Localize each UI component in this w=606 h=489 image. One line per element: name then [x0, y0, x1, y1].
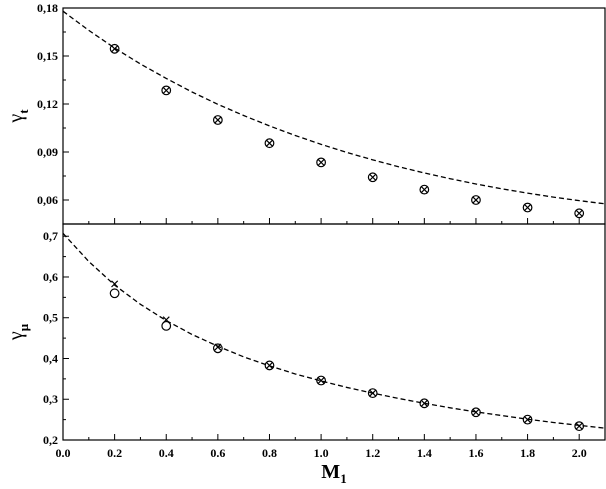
top-cross-point-1 [317, 158, 325, 166]
top-cross-stroke-b-2 [575, 209, 583, 217]
top-circle-point-2 [574, 208, 585, 219]
top-circle-point-0_6 [212, 115, 223, 125]
x-axis-subscript: 1 [340, 471, 347, 486]
top-panel: 0,06 0,09 0,12 0,15 0,18 [37, 1, 606, 225]
x-axis-label: M1 [321, 461, 346, 486]
x-axis-symbol: M [321, 461, 340, 483]
top-circle-point-1 [316, 157, 326, 168]
top-cross-point-0_4 [162, 86, 170, 94]
top-y-axis-subscript: t [16, 109, 31, 114]
bottom-circle-point-0_4 [161, 320, 172, 331]
bottom-circle-point-0_2 [109, 288, 120, 299]
top-y-tick-label-0_15: 0,15 [37, 49, 58, 63]
bottom-cross-point-0_6 [214, 343, 222, 351]
top-cross-stroke-b-0_6 [214, 116, 222, 124]
bottom-y-tick-label-0_5: 0,5 [43, 311, 58, 325]
top-cross-point-1_8 [524, 203, 532, 212]
top-circle-point-0_4 [161, 85, 172, 96]
bottom-x-tick-label-1: 1.0 [314, 446, 329, 460]
top-cross-stroke-b-1_8 [524, 203, 532, 212]
bottom-cross-stroke-b-0_2 [111, 280, 119, 288]
top-cross-stroke-b-1 [317, 158, 325, 166]
bottom-y-axis-label: γμ [5, 323, 31, 341]
top-cross-point-1_4 [420, 186, 428, 194]
top-cross-stroke-b-0_8 [265, 139, 274, 147]
top-y-tick-label-0_18: 0,18 [37, 1, 58, 15]
top-y-tick-label-0_06: 0,06 [37, 193, 58, 207]
bottom-y-axis-symbol: γ [5, 331, 27, 341]
top-y-tick-label-0_09: 0,09 [37, 145, 58, 159]
bottom-x-tick-label-0_4: 0.4 [159, 446, 174, 460]
bottom-x-tick-label-1_8: 1.8 [520, 446, 535, 460]
top-fit-curve [62, 10, 606, 205]
bottom-x-tick-label-0_6: 0.6 [210, 446, 225, 460]
top-cross-stroke-b-1_4 [420, 186, 428, 194]
bottom-x-tick-label-0_2: 0.2 [107, 446, 122, 460]
bottom-x-tick-label-1_4: 1.4 [417, 446, 432, 460]
bottom-y-tick-label-0_6: 0,6 [43, 270, 58, 284]
top-circle-point-0_2 [109, 43, 120, 54]
bottom-plot-frame [62, 223, 606, 441]
bottom-cross-point-2 [575, 422, 583, 430]
top-cross-point-2 [575, 209, 583, 217]
top-cross-point-0_6 [214, 116, 222, 124]
bottom-circle-point-1_4 [419, 398, 430, 409]
top-circle-point-1_4 [419, 184, 430, 195]
bottom-x-tick-label-0_8: 0.8 [262, 446, 277, 460]
top-circle-point-1_6 [471, 195, 481, 205]
bottom-y-tick-label-0_3: 0,3 [43, 392, 58, 406]
top-y-axis-label: γt [5, 109, 31, 124]
bottom-circle-point-0_8 [264, 360, 275, 371]
bottom-cross-stroke-b-0_6 [214, 343, 222, 351]
bottom-x-tick-label-1_2: 1.2 [365, 446, 380, 460]
bottom-circle-point-0_6 [212, 343, 223, 354]
bottom-fit-curve [62, 232, 606, 429]
bottom-panel: 0,2 0,3 0,4 0,5 0,6 0,7 0.0 0.2 0.4 0.6 0.8 1.0 1.2 1… [43, 223, 606, 460]
top-cross-point-0_8 [265, 139, 274, 147]
top-cross-stroke-b-1_6 [472, 196, 480, 204]
bottom-circle-point-1 [316, 375, 326, 386]
top-circle-point-1_2 [367, 172, 378, 183]
top-cross-stroke-b-0_2 [111, 45, 119, 53]
bottom-x-tick-label-1_6: 1.6 [468, 446, 483, 460]
bottom-cross-point-1 [317, 376, 325, 385]
bottom-cross-stroke-b-1 [317, 376, 325, 385]
bottom-cross-stroke-b-0_4 [162, 316, 170, 324]
bottom-x-tick-label-2: 2.0 [572, 446, 587, 460]
top-circle-point-0_8 [264, 138, 275, 149]
top-y-axis-symbol: γ [5, 114, 27, 124]
bottom-circle-point-1_2 [367, 388, 378, 399]
top-cross-stroke-b-1_2 [369, 173, 377, 181]
top-cross-point-1_6 [472, 196, 480, 204]
top-cross-stroke-b-0_4 [162, 86, 170, 94]
top-circle-point-1_8 [522, 202, 533, 213]
bottom-cross-stroke-b-2 [575, 422, 583, 430]
top-cross-point-1_2 [369, 173, 377, 181]
top-y-tick-label-0_12: 0,12 [37, 97, 58, 111]
bottom-x-tick-label-0: 0.0 [56, 446, 71, 460]
bottom-y-tick-label-0_4: 0,4 [43, 351, 58, 365]
bottom-y-axis-subscript: μ [16, 323, 31, 331]
bottom-y-tick-label-0_7: 0,7 [43, 229, 58, 243]
top-plot-frame [62, 7, 606, 225]
bottom-y-tick-label-0_2: 0,2 [43, 433, 58, 447]
